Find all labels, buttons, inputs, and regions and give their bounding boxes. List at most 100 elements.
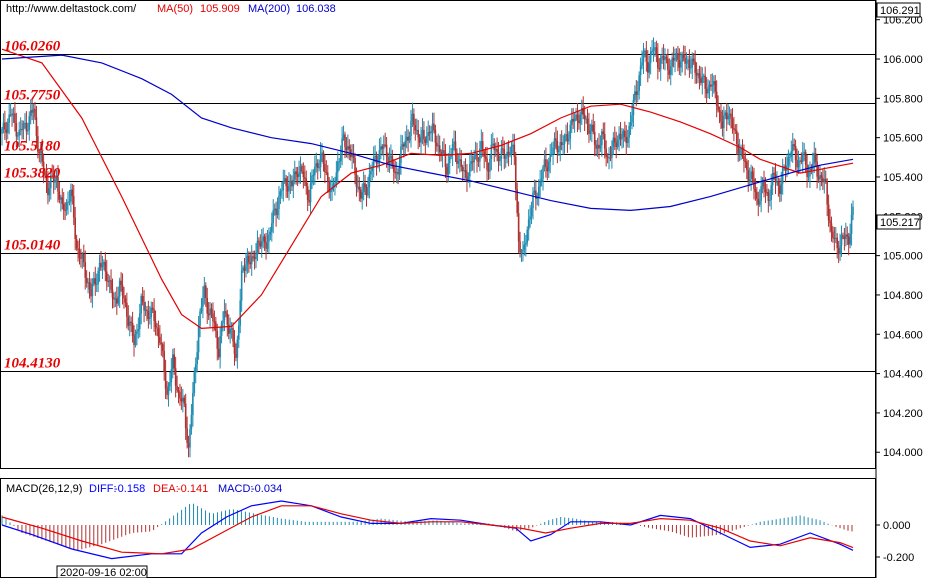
bull-candle-body [279,191,282,196]
bear-candle-body [42,161,45,172]
bear-candle-body [560,142,563,145]
bull-candle-body [707,87,709,94]
bear-candle-body [80,257,82,259]
bear-candle-body [414,125,417,131]
bull-candle-body [250,256,253,265]
bear-candle-body [737,144,739,154]
bear-candle-body [186,428,188,443]
bear-candle-body [720,111,722,122]
bear-candle-body [57,176,59,192]
bear-candle-body [217,348,220,358]
bull-candle-body [222,320,224,324]
bull-candle-body [712,81,715,85]
bull-candle-body [473,155,475,163]
bear-candle-body [756,191,758,199]
bull-candle-body [639,65,642,76]
bull-candle-body [789,156,791,158]
bear-candle-body [717,105,719,111]
bear-candle-body [714,81,717,92]
bear-candle-body [546,167,549,172]
bull-candle-body [761,179,764,186]
price-tick-label: 104.400 [883,369,923,381]
source-url[interactable]: http://www.deltastock.com/ [6,3,137,15]
bear-candle-body [161,344,164,351]
bull-candle-body [405,136,408,141]
macd-value: -0.034 [251,483,282,495]
bear-candle-body [206,297,209,314]
bear-candle-body [62,203,65,211]
bull-candle-body [580,108,583,115]
bull-candle-body [314,166,316,176]
bull-candle-body [813,153,816,164]
bull-candle-body [196,352,198,365]
bull-candle-body [117,296,120,304]
bull-candle-body [420,135,422,143]
bear-candle-body [184,403,187,429]
bull-candle-body [547,161,550,172]
bear-candle-body [143,301,145,311]
bear-candle-body [90,289,92,297]
bear-candle-body [705,88,708,94]
bear-candle-body [476,153,478,161]
bull-candle-body [70,189,72,202]
bear-candle-body [754,189,757,192]
bull-candle-body [236,339,239,358]
macd-tick-label: 0.000 [883,520,911,532]
bear-candle-body [394,171,397,174]
bear-candle-body [804,151,807,165]
price-tick-label: 105.400 [883,172,923,184]
bull-candle-body [675,53,678,60]
bull-candle-body [642,52,645,63]
bear-candle-body [483,151,485,157]
bull-candle-body [839,245,841,255]
bull-candle-body [128,321,131,326]
bull-candle-body [679,61,682,68]
bear-candle-body [496,148,498,153]
bear-candle-body [322,152,325,165]
bear-candle-body [179,392,181,399]
bull-candle-body [401,144,404,147]
bull-candle-body [239,300,242,326]
bear-candle-body [120,280,122,286]
bull-candle-body [98,262,101,271]
level-label: 105.5180 [4,139,61,155]
bear-candle-body [710,84,712,87]
bear-candle-body [684,57,686,64]
bull-candle-body [553,138,556,148]
bear-candle-body [345,146,348,151]
bear-candle-body [354,157,356,175]
bear-candle-body [832,231,834,238]
bear-candle-body [704,75,706,89]
bear-candle-body [233,341,236,354]
bull-candle-body [458,159,461,161]
bull-candle-body [292,179,295,187]
bull-candle-body [489,159,491,172]
bull-candle-body [596,144,599,149]
bear-candle-body [75,238,78,249]
bear-candle-body [751,171,754,179]
bear-candle-body [606,156,609,158]
bear-candle-body [232,328,234,342]
bull-candle-body [255,254,257,260]
bear-candle-body [817,176,820,180]
bull-candle-body [738,148,741,154]
bear-candle-body [304,177,306,179]
bull-candle-body [371,167,374,172]
bull-candle-body [770,185,773,200]
bull-candle-body [504,156,507,159]
bear-candle-body [47,182,49,196]
bear-candle-body [44,171,46,174]
bull-candle-body [341,138,343,154]
bear-candle-body [248,255,250,263]
bear-candle-body [456,152,458,164]
bull-candle-body [585,118,587,120]
bear-candle-body [225,311,227,314]
bear-candle-body [672,57,675,61]
bear-candle-body [605,148,607,157]
bear-candle-body [746,161,748,170]
bull-candle-body [169,382,171,387]
bull-candle-body [437,145,440,147]
bull-candle-body [81,253,84,259]
